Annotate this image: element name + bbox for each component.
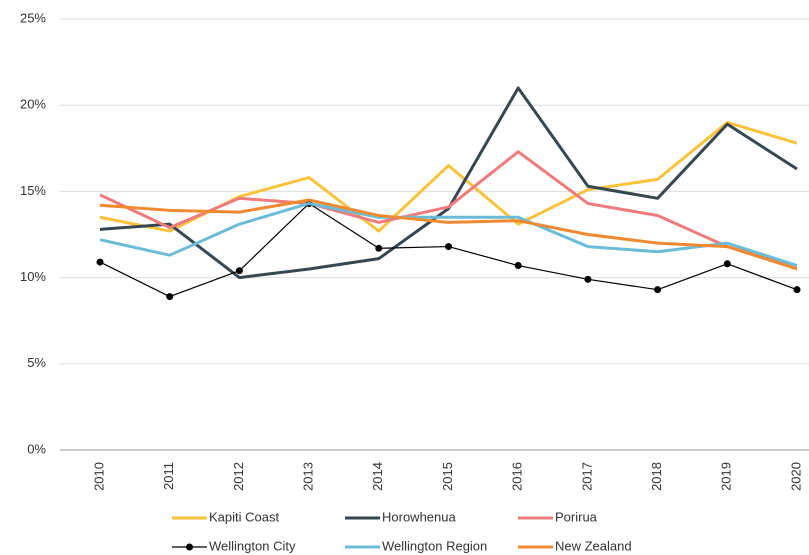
legend-label: Wellington Region bbox=[382, 538, 487, 553]
x-tick-label: 2015 bbox=[440, 462, 455, 491]
legend-label: Porirua bbox=[555, 509, 598, 524]
y-tick-label: 20% bbox=[20, 97, 46, 112]
point bbox=[166, 293, 174, 301]
x-tick-label: 2017 bbox=[579, 462, 594, 491]
series-line bbox=[99, 120, 798, 233]
y-tick-label: 5% bbox=[27, 355, 46, 370]
legend-marker bbox=[186, 543, 193, 551]
x-tick-label: 2012 bbox=[231, 462, 246, 491]
x-tick-label: 2020 bbox=[788, 462, 803, 491]
point bbox=[654, 286, 662, 294]
x-tick-label: 2018 bbox=[649, 462, 664, 491]
legend-label: Kapiti Coast bbox=[209, 509, 279, 524]
x-tick-label: 2014 bbox=[370, 462, 385, 491]
y-tick-label: 10% bbox=[20, 269, 46, 284]
y-tick-label: 0% bbox=[27, 441, 46, 456]
point bbox=[235, 267, 243, 275]
point bbox=[445, 243, 452, 251]
series-line bbox=[99, 150, 798, 267]
x-tick-label: 2010 bbox=[91, 462, 106, 491]
series-line bbox=[99, 86, 798, 280]
series-line bbox=[99, 198, 798, 271]
y-tick-label: 25% bbox=[20, 10, 46, 25]
point bbox=[375, 244, 383, 252]
series-line bbox=[99, 201, 798, 267]
point bbox=[514, 262, 522, 270]
x-tick-label: 2016 bbox=[510, 462, 525, 491]
legend-label: Wellington City bbox=[209, 538, 296, 553]
y-tick-label: 15% bbox=[20, 183, 46, 198]
x-tick-label: 2013 bbox=[301, 462, 316, 491]
legend-label: Horowhenua bbox=[382, 509, 456, 524]
x-tick-label: 2011 bbox=[161, 462, 176, 490]
legend-label: New Zealand bbox=[555, 538, 632, 553]
point bbox=[584, 275, 592, 283]
point bbox=[96, 258, 104, 266]
x-tick-label: 2019 bbox=[719, 462, 734, 491]
point bbox=[793, 286, 801, 294]
point bbox=[723, 260, 731, 268]
